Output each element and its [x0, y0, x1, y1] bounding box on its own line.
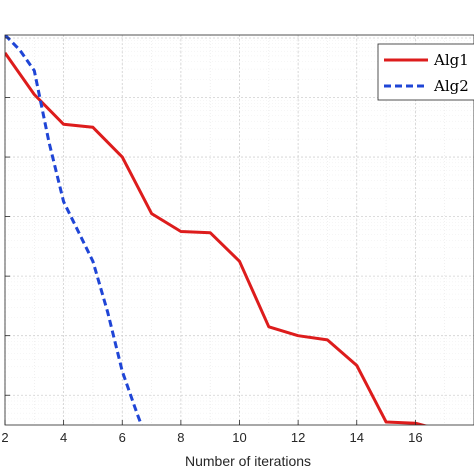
x-tick-label: 16	[408, 430, 422, 445]
legend-label-alg1: Alg1	[433, 51, 469, 69]
series-line-alg1	[5, 52, 428, 425]
legend-box	[377, 43, 474, 101]
x-tick-label: 2	[1, 430, 8, 445]
x-tick-label: 4	[60, 430, 67, 445]
series-line-alg2	[5, 35, 144, 425]
x-tick-label: 10	[232, 430, 246, 445]
series-layer	[5, 35, 428, 425]
x-tick-label: 12	[291, 430, 305, 445]
x-tick-label: 6	[119, 430, 126, 445]
legend-label-alg2: Alg2	[433, 77, 469, 95]
legend: Alg1 Alg2	[377, 43, 474, 101]
x-tick-label: 14	[350, 430, 364, 445]
axis-ticks: 2 4 6 8 10 12 14 16	[1, 37, 423, 445]
x-tick-label: 8	[177, 430, 184, 445]
x-axis-label: Number of iterations	[185, 453, 311, 469]
